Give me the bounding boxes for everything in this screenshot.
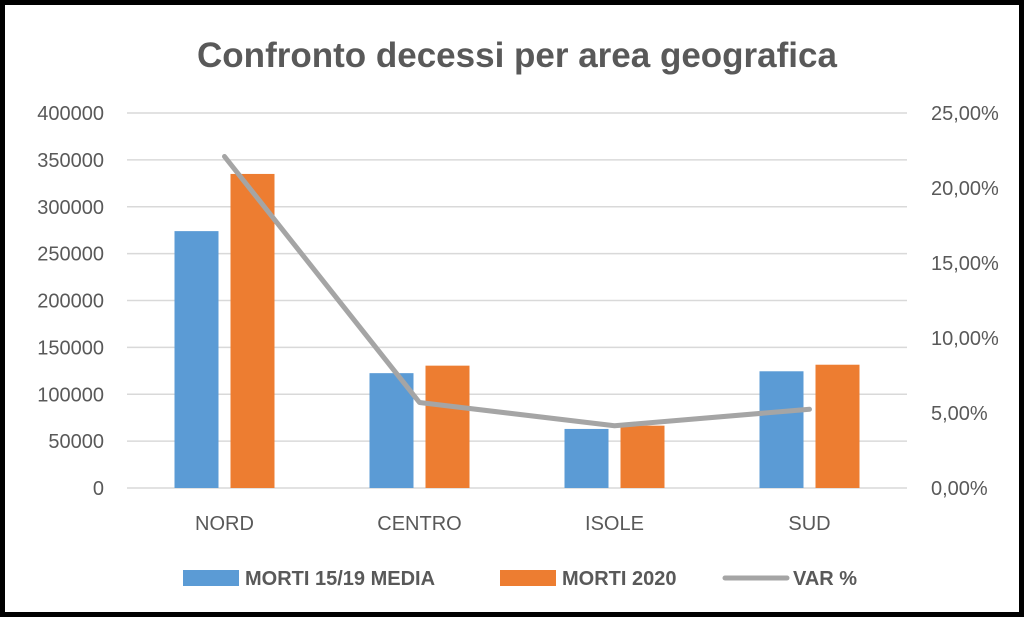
left-tick-label: 0 (93, 478, 104, 500)
right-tick-label: 20,00% (931, 178, 999, 200)
left-tick-label: 150000 (37, 337, 104, 359)
left-tick-label: 50000 (48, 431, 104, 453)
bar-morti-2020-centro (426, 366, 470, 488)
legend-item: VAR % (725, 568, 857, 590)
right-tick-label: 5,00% (931, 403, 988, 425)
left-tick-label: 200000 (37, 291, 104, 313)
left-tick-label: 350000 (37, 150, 104, 172)
bar-morti-15-19-media-sud (760, 371, 804, 488)
category-label: ISOLE (585, 513, 644, 535)
legend: MORTI 15/19 MEDIA MORTI 2020 VAR % (183, 568, 857, 590)
line-series (224, 156, 809, 425)
category-label: CENTRO (377, 513, 461, 535)
chart-title: Confronto decessi per area geografica (197, 36, 837, 75)
legend-label: MORTI 2020 (562, 568, 676, 590)
bar-morti-2020-sud (816, 365, 860, 488)
legend-item: MORTI 2020 (500, 568, 676, 590)
legend-label: VAR % (793, 568, 857, 590)
right-axis-tick-labels: 0,00% 5,00% 10,00% 15,00% 20,00% 25,00% (931, 103, 999, 500)
chart-canvas: Confronto decessi per area geografica 0 5… (5, 5, 1024, 622)
legend-swatch (500, 570, 556, 586)
bar-morti-2020-isole (621, 426, 665, 488)
right-tick-label: 25,00% (931, 103, 999, 125)
right-tick-label: 15,00% (931, 253, 999, 275)
legend-label: MORTI 15/19 MEDIA (245, 568, 435, 590)
left-tick-label: 300000 (37, 197, 104, 219)
bar-morti-2020-nord (231, 174, 275, 488)
left-axis-tick-labels: 0 50000 100000 150000 200000 250000 300000 3500… (37, 103, 104, 500)
legend-swatch (183, 570, 239, 586)
right-tick-label: 0,00% (931, 478, 988, 500)
line-var-percent (225, 157, 810, 426)
left-tick-label: 250000 (37, 244, 104, 266)
left-tick-label: 100000 (37, 384, 104, 406)
left-tick-label: 400000 (37, 103, 104, 125)
right-tick-label: 10,00% (931, 328, 999, 350)
legend-item: MORTI 15/19 MEDIA (183, 568, 435, 590)
category-axis-labels: NORD CENTRO ISOLE SUD (195, 513, 831, 535)
bar-morti-15-19-media-nord (175, 231, 219, 488)
bar-morti-15-19-media-isole (565, 429, 609, 488)
category-label: SUD (788, 513, 830, 535)
category-label: NORD (195, 513, 254, 535)
